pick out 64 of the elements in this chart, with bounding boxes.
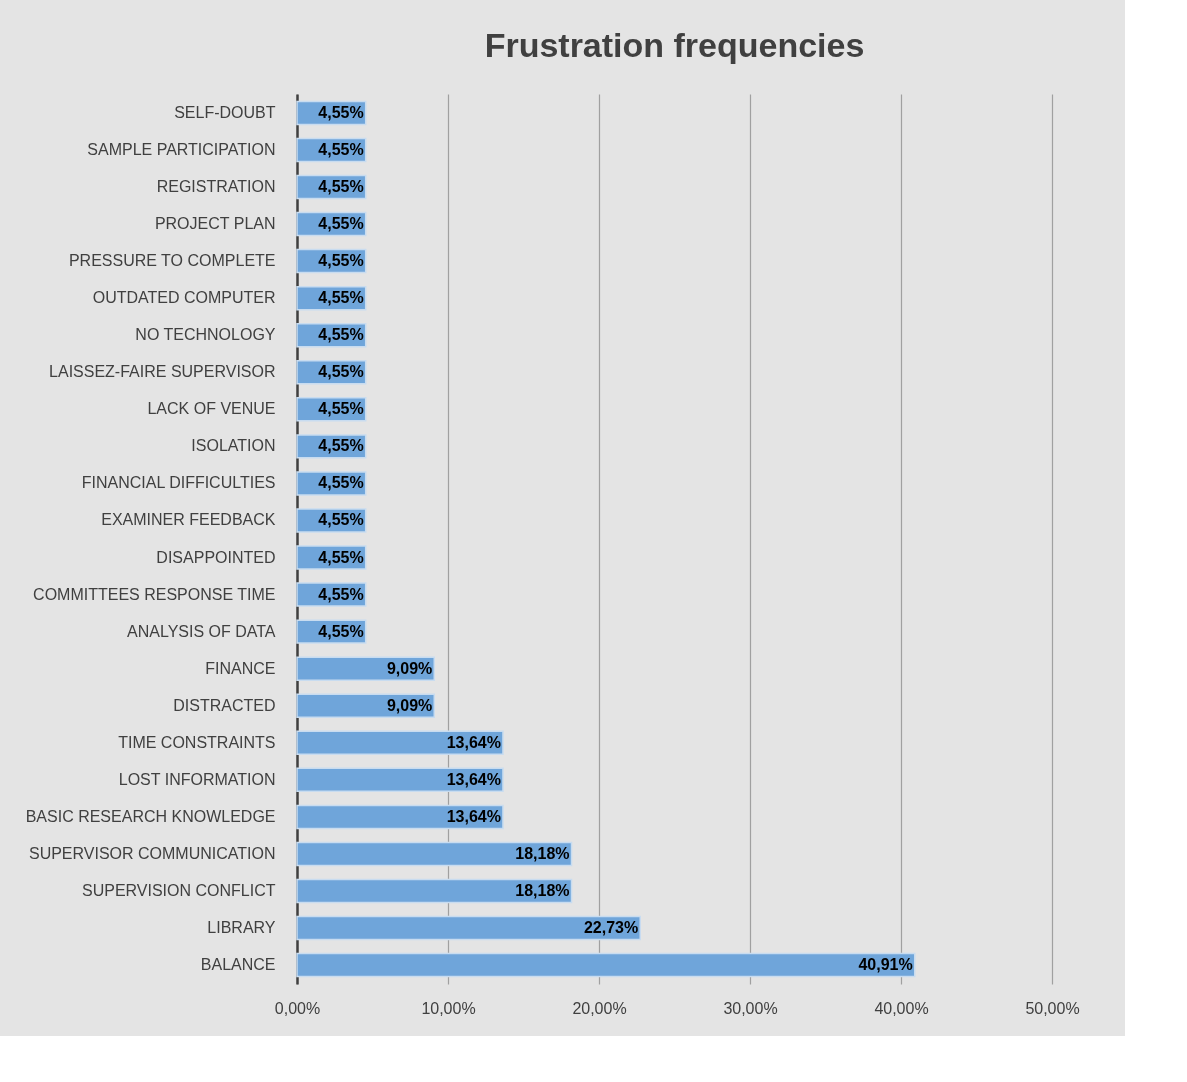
y-tick-label: LAISSEZ-FAIRE SUPERVISOR <box>49 363 276 381</box>
y-tick-label: FINANCIAL DIFFICULTIES <box>81 474 276 492</box>
data-label: 4,55% <box>318 140 364 158</box>
data-label: 4,55% <box>318 585 364 603</box>
data-label: 13,64% <box>446 733 501 751</box>
y-tick-label: SUPERVISION CONFLICT <box>81 882 276 899</box>
y-tick-label: COMMITTEES RESPONSE TIME <box>33 585 276 603</box>
y-tick-label: NO TECHNOLOGY <box>135 326 276 344</box>
data-label: 4,55% <box>318 363 364 381</box>
data-label: 4,55% <box>318 252 364 270</box>
y-tick-label: LACK OF VENUE <box>147 400 276 418</box>
y-tick-label: PROJECT PLAN <box>154 215 276 233</box>
x-tick-label: 20,00% <box>572 999 627 1017</box>
bar <box>296 878 573 904</box>
y-tick-label: PRESSURE TO COMPLETE <box>68 252 276 270</box>
chart-title: Frustration frequencies <box>484 26 865 64</box>
y-tick-label: OUTDATED COMPUTER <box>92 289 276 307</box>
bar <box>296 915 641 941</box>
data-label: 4,55% <box>318 548 364 566</box>
bar <box>296 730 504 756</box>
data-label: 9,09% <box>386 696 433 714</box>
y-tick-label: SUPERVISOR COMMUNICATION <box>28 844 276 862</box>
x-tick-label: 40,00% <box>874 999 929 1017</box>
data-label: 13,64% <box>446 770 501 788</box>
y-tick-label: LIBRARY <box>207 919 276 937</box>
y-tick-label: SELF-DOUBT <box>174 103 276 121</box>
data-label: 4,55% <box>318 289 364 307</box>
data-label: 4,55% <box>318 215 364 233</box>
data-label: 13,64% <box>446 807 501 825</box>
data-label: 4,55% <box>318 511 364 529</box>
data-label: 4,55% <box>318 103 364 121</box>
y-tick-label: ISOLATION <box>191 437 276 455</box>
y-tick-label: FINANCE <box>205 659 276 677</box>
bar <box>296 767 504 793</box>
y-tick-label: LOST INFORMATION <box>118 770 276 788</box>
bar <box>296 804 504 830</box>
bar <box>296 656 436 681</box>
x-tick-label: 30,00% <box>723 999 778 1017</box>
y-tick-label: REGISTRATION <box>156 178 276 195</box>
data-label: 4,55% <box>318 622 364 640</box>
x-tick-label: 0,00% <box>274 999 321 1017</box>
data-label: 4,55% <box>318 326 364 344</box>
y-tick-label: DISAPPOINTED <box>156 548 276 566</box>
y-tick-label: ANALYSIS OF DATA <box>127 622 276 640</box>
y-tick-label: EXAMINER FEEDBACK <box>101 511 276 529</box>
data-label: 18,18% <box>515 844 570 862</box>
data-label: 4,55% <box>318 437 364 455</box>
data-label: 4,55% <box>318 178 364 195</box>
data-label: 22,73% <box>583 919 639 937</box>
y-tick-label: SAMPLE PARTICIPATION <box>87 140 276 158</box>
y-tick-label: DISTRACTED <box>173 696 276 714</box>
bar <box>296 693 436 718</box>
bar <box>296 841 573 867</box>
data-label: 40,91% <box>858 956 913 974</box>
y-tick-label: BASIC RESEARCH KNOWLEDGE <box>25 807 276 825</box>
y-tick-label: TIME CONSTRAINTS <box>118 733 276 751</box>
y-tick-label: BALANCE <box>200 956 276 974</box>
data-label: 4,55% <box>318 400 364 418</box>
data-label: 9,09% <box>386 659 433 677</box>
bar <box>296 952 916 978</box>
data-label: 4,55% <box>318 474 364 492</box>
x-tick-label: 10,00% <box>421 999 476 1017</box>
x-tick-label: 50,00% <box>1025 999 1080 1017</box>
data-label: 18,18% <box>515 882 570 899</box>
